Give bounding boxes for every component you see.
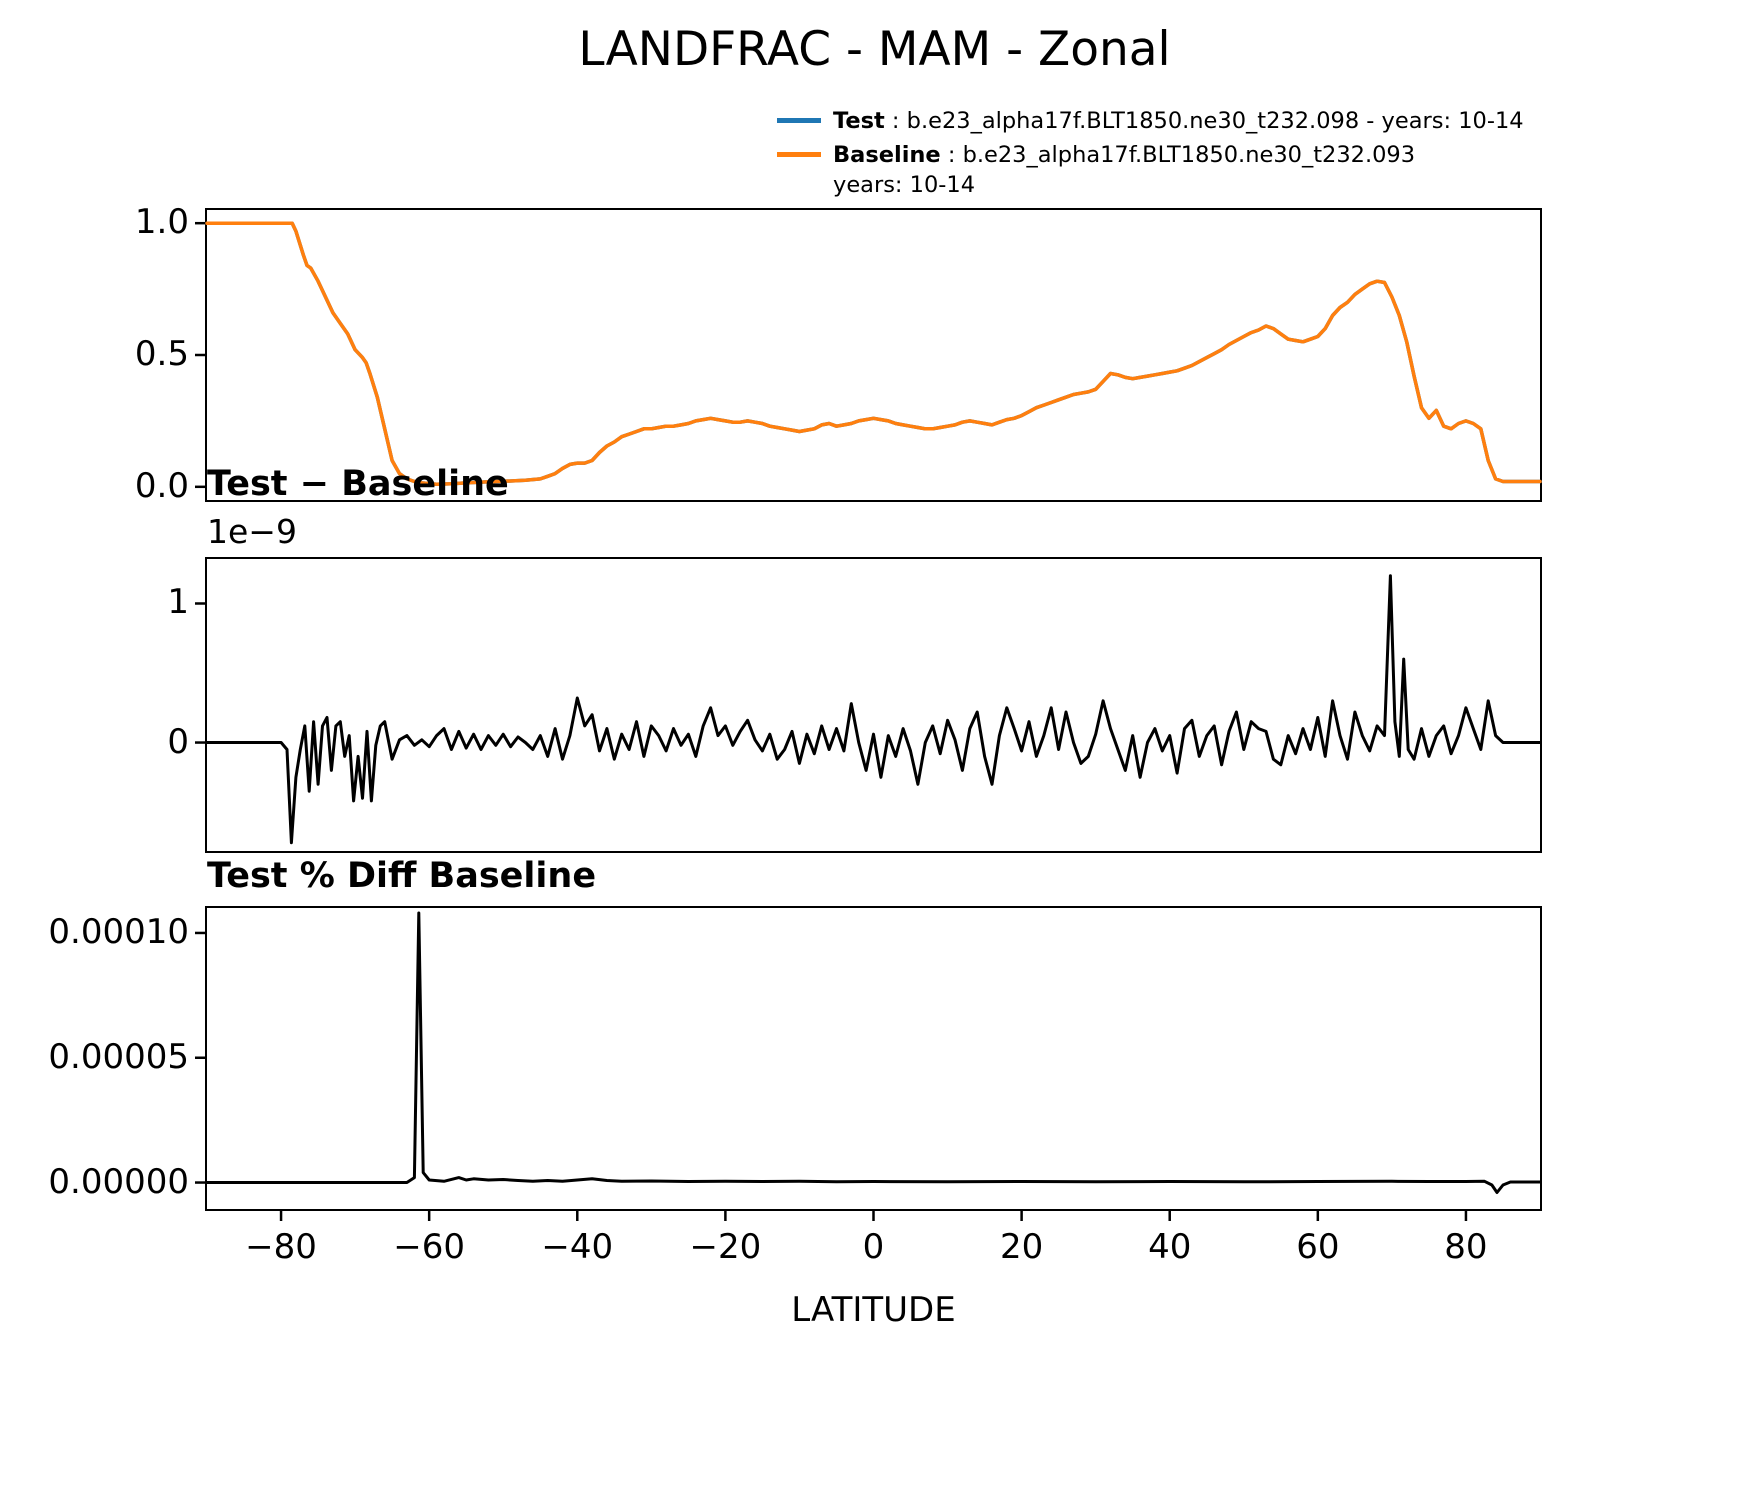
- y-tick-label: 1.0: [134, 202, 189, 243]
- legend-baseline-rest: : b.e23_alpha17f.BLT1850.ne30_t232.093: [940, 142, 1416, 169]
- series-line-baseline: [205, 221, 1542, 486]
- panel-pct-diff: 0.00000 0.00005 0.00010 −80 −60 −40 −20 0 20 40 60…: [48, 906, 1542, 1267]
- y-tick-label: 1: [167, 582, 189, 623]
- legend-test-rest: : b.e23_alpha17f.BLT1850.ne30_t232.098 -…: [884, 108, 1524, 134]
- legend-entry-test: Test : b.e23_alpha17f.BLT1850.ne30_t232.…: [777, 107, 1524, 136]
- legend: Test : b.e23_alpha17f.BLT1850.ne30_t232.…: [777, 107, 1524, 205]
- x-tick-label: −20: [689, 1227, 762, 1267]
- legend-baseline-wrap: years: 10-14: [833, 171, 976, 198]
- x-tick-label: 40: [1148, 1227, 1192, 1267]
- x-axis-label: LATITUDE: [791, 1290, 956, 1330]
- legend-label-baseline: Baseline : b.e23_alpha17f.BLT1850.ne30_t…: [833, 141, 1415, 200]
- test-line-swatch-icon: [777, 118, 821, 123]
- series-line-test: [205, 221, 1542, 486]
- y-tick-label: 0.00010: [48, 912, 189, 953]
- y-tick-label: 0.00000: [48, 1161, 189, 1202]
- y-tick-label: 0.5: [134, 334, 189, 375]
- legend-entry-baseline: Baseline : b.e23_alpha17f.BLT1850.ne30_t…: [777, 141, 1524, 200]
- y-axis-offset-label: 1e−9: [207, 512, 297, 551]
- panel-zonal-mean: 0.0 0.5 1.0: [135, 202, 1542, 506]
- baseline-line-swatch-icon: [777, 152, 821, 158]
- x-tick-label: 60: [1296, 1227, 1340, 1267]
- legend-test-name: Test: [833, 108, 885, 134]
- legend-label-test: Test : b.e23_alpha17f.BLT1850.ne30_t232.…: [833, 107, 1524, 136]
- x-tick-label: 80: [1444, 1227, 1488, 1267]
- panel-title-diff: Test − Baseline: [207, 464, 509, 504]
- y-tick-label: 0: [167, 721, 189, 762]
- y-tick-label: 0.0: [134, 466, 189, 507]
- x-tick-label: −80: [245, 1227, 317, 1267]
- x-tick-label: 0: [862, 1227, 885, 1267]
- y-tick-label: 0.00005: [48, 1036, 189, 1077]
- series-line-diff: [205, 574, 1542, 845]
- x-tick-label: −40: [541, 1227, 614, 1267]
- legend-baseline-name: Baseline: [833, 142, 941, 169]
- panel-title-pct-diff: Test % Diff Baseline: [207, 856, 597, 896]
- panel-zonal-mean-plot: [195, 221, 1542, 489]
- chart-title: LANDFRAC - MAM - Zonal: [578, 22, 1171, 77]
- series-line-pctdiff: [205, 911, 1542, 1194]
- panel-diff-plot: [195, 574, 1542, 845]
- x-tick-label: −60: [393, 1227, 466, 1267]
- panel-pct-diff-plot: [195, 911, 1542, 1221]
- x-tick-label: 20: [999, 1227, 1044, 1267]
